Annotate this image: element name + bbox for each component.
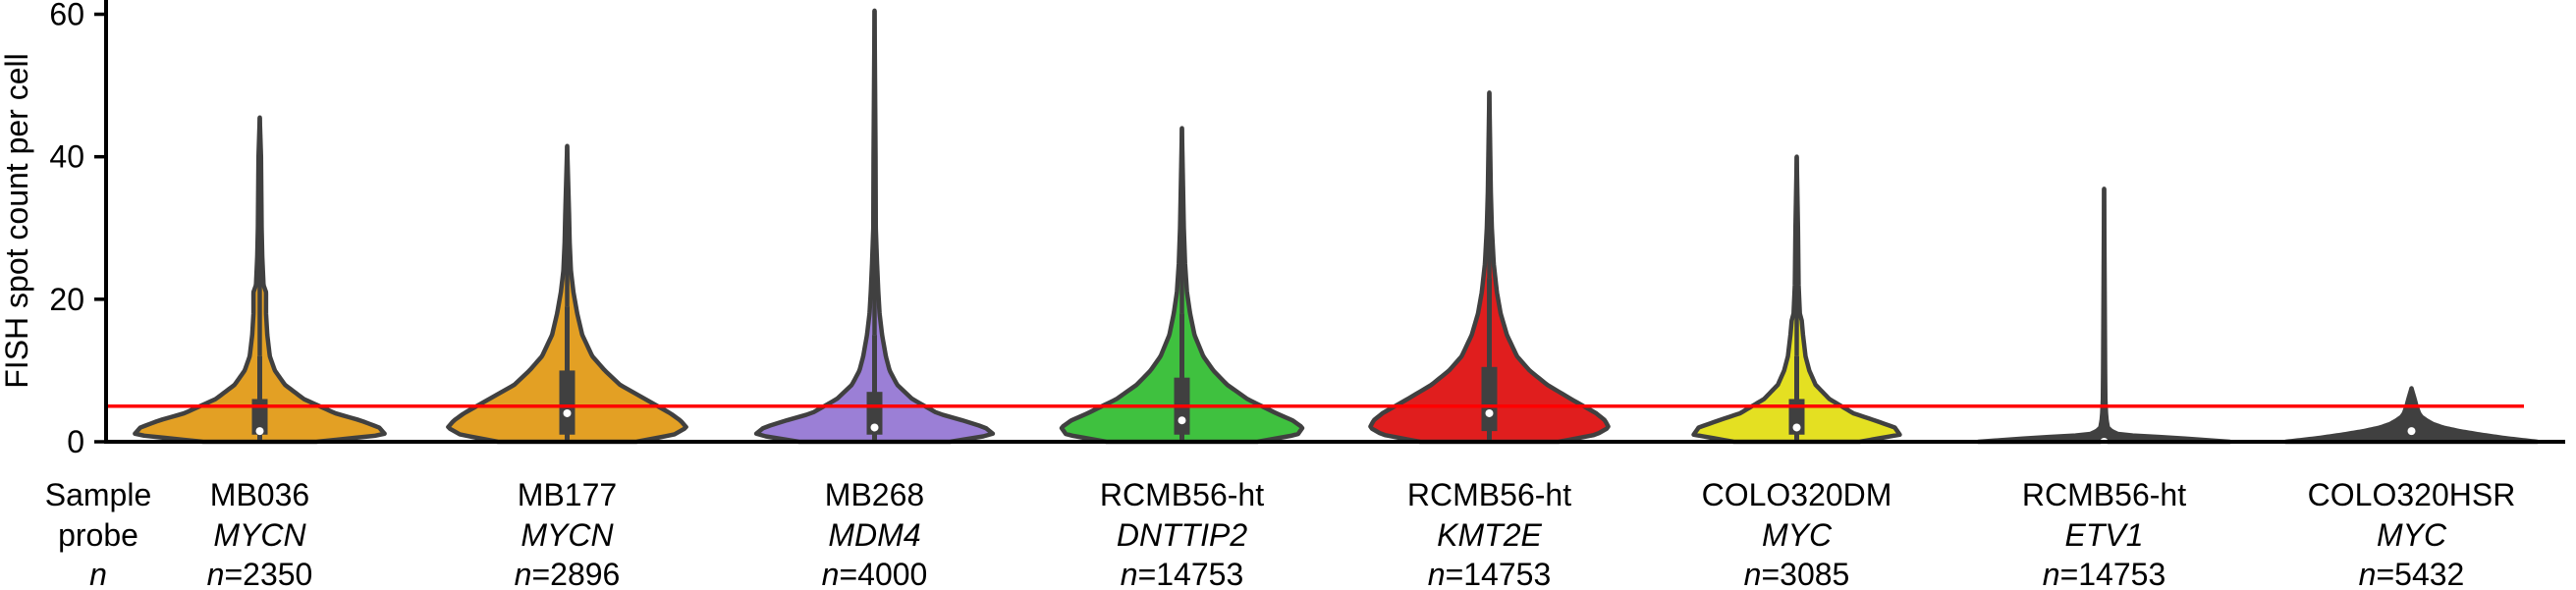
median-dot	[255, 427, 264, 436]
sample-label: MB268	[825, 477, 924, 512]
violin-4	[1059, 126, 1305, 445]
category-label-6: COLO320DM MYC n=3085	[1702, 477, 1892, 590]
n-label: n=4000	[822, 557, 928, 590]
median-dot	[1792, 423, 1801, 432]
iqr-box	[1788, 399, 1805, 435]
iqr-box	[559, 370, 575, 435]
iqr-box	[866, 392, 883, 435]
sample-label: COLO320DM	[1702, 477, 1892, 512]
category-label-5: RCMB56-ht KMT2E n=14753	[1407, 477, 1571, 590]
n-label: n=2350	[207, 557, 313, 590]
probe-label: MYC	[2377, 517, 2447, 553]
sample-label: MB177	[518, 477, 617, 512]
sample-label: RCMB56-ht	[1100, 477, 1264, 512]
iqr-box	[1481, 366, 1498, 432]
y-tick-label: 60	[49, 0, 84, 32]
violin-series	[133, 8, 2540, 446]
probe-label: ETV1	[2064, 517, 2143, 553]
probe-label: KMT2E	[1437, 517, 1542, 553]
category-label-7: RCMB56-ht ETV1 n=14753	[2022, 477, 2186, 590]
median-dot	[2407, 427, 2416, 436]
n-label: n=14753	[1428, 557, 1551, 590]
y-tick-label: 0	[67, 424, 84, 459]
row-label-n: n	[89, 557, 107, 590]
n-label: n=14753	[2043, 557, 2165, 590]
probe-label: DNTTIP2	[1117, 517, 1248, 553]
row-label-sample: Sample	[45, 477, 152, 512]
probe-label: MDM4	[828, 517, 920, 553]
category-label-1: MB036 MYCN n=2350	[207, 477, 313, 590]
violin-8	[2283, 386, 2540, 445]
y-tick-label: 40	[49, 139, 84, 175]
median-dot	[1485, 408, 1494, 417]
sample-label: COLO320HSR	[2308, 477, 2516, 512]
sample-label: RCMB56-ht	[2022, 477, 2186, 512]
median-dot	[1178, 416, 1186, 425]
iqr-box	[251, 399, 268, 435]
sample-label: MB036	[210, 477, 309, 512]
violin-3	[753, 8, 996, 445]
category-label-8: COLO320HSR MYC n=5432	[2308, 477, 2516, 590]
n-label: n=14753	[1121, 557, 1243, 590]
y-axis: 0 20 40 60	[49, 0, 108, 459]
probe-label: MYCN	[213, 517, 306, 553]
probe-label: MYC	[1762, 517, 1833, 553]
sample-label: RCMB56-ht	[1407, 477, 1571, 512]
row-labels: Sample probe n	[45, 477, 152, 590]
violin-2	[446, 143, 688, 445]
violin-6	[1691, 154, 1902, 445]
category-label-3: MB268 MDM4 n=4000	[822, 477, 928, 590]
category-label-2: MB177 MYCN n=2896	[515, 477, 621, 590]
violin-1	[133, 115, 387, 445]
y-tick-label: 20	[49, 282, 84, 317]
n-label: n=5432	[2359, 557, 2465, 590]
n-label: n=3085	[1744, 557, 1850, 590]
median-dot	[870, 423, 879, 432]
category-label-4: RCMB56-ht DNTTIP2 n=14753	[1100, 477, 1264, 590]
violin-5	[1368, 90, 1611, 445]
y-axis-title: FISH spot count per cell	[0, 53, 34, 388]
n-label: n=2896	[515, 557, 621, 590]
probe-label: MYCN	[521, 517, 614, 553]
median-dot	[563, 408, 572, 417]
row-label-probe: probe	[58, 517, 138, 553]
category-labels: MB036 MYCN n=2350 MB177 MYCN n=2896 MB268 MDM4 n…	[207, 477, 2516, 590]
